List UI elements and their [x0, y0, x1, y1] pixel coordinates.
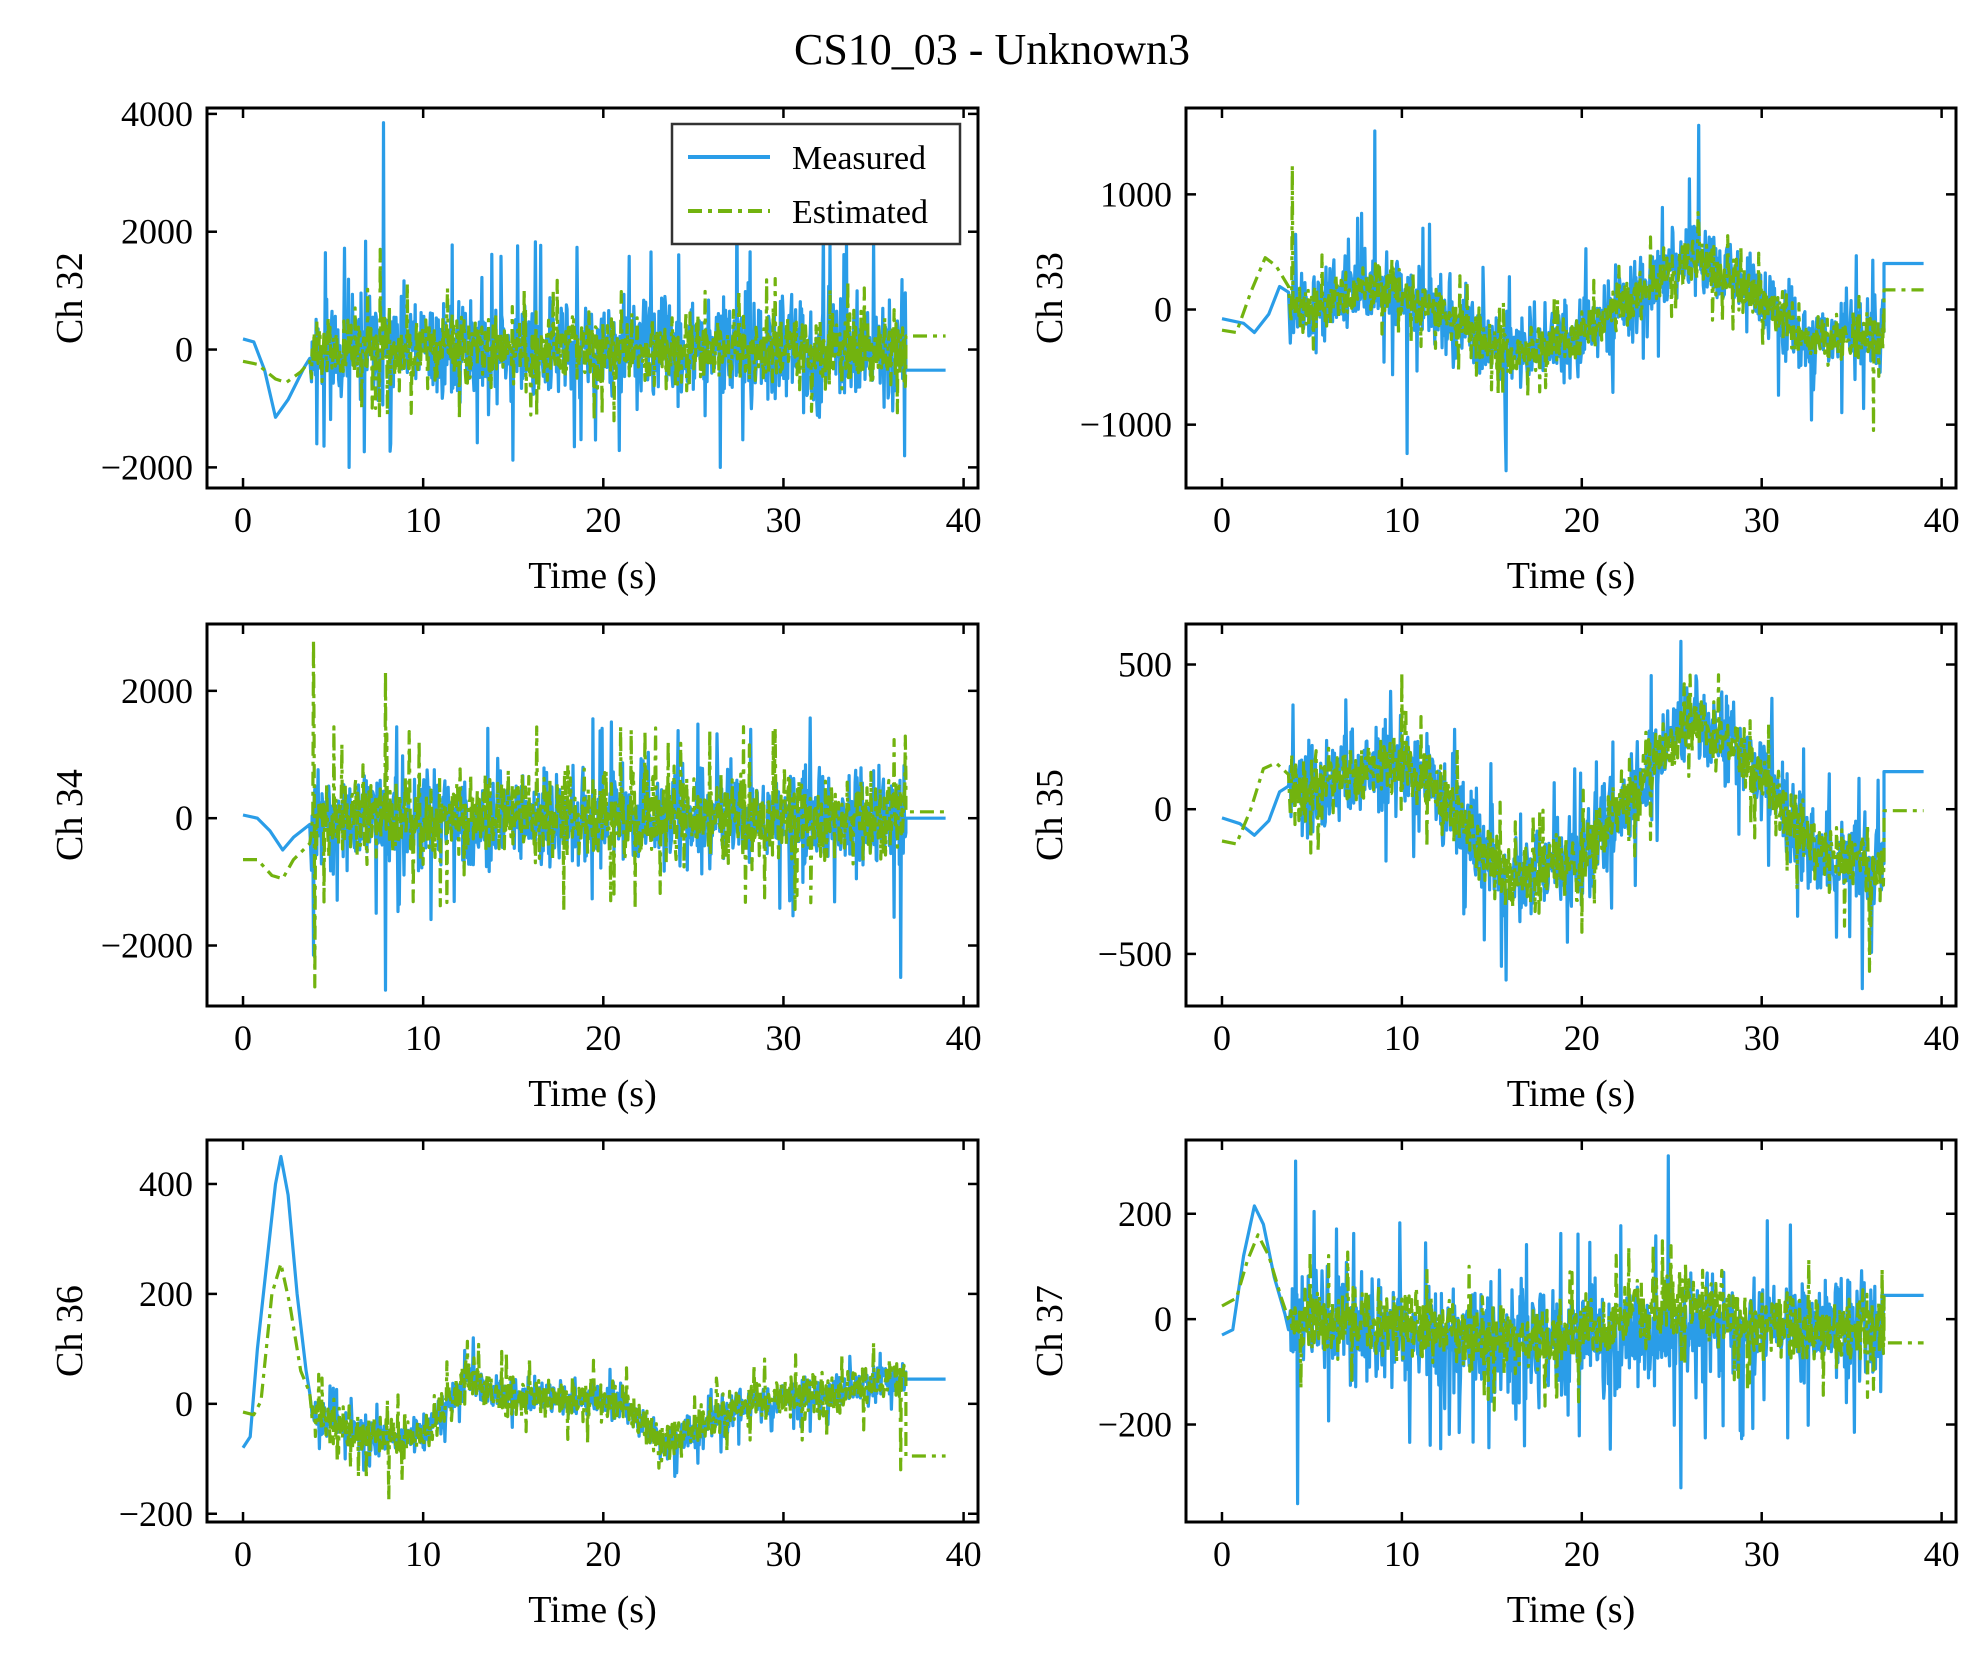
- y-axis-label: Ch 32: [49, 252, 91, 344]
- x-tick-label: 40: [1924, 1018, 1960, 1058]
- x-tick-label: 40: [946, 500, 982, 540]
- x-tick-label: 40: [1924, 1534, 1960, 1574]
- x-tick-label: 20: [585, 500, 621, 540]
- x-axis-label: Time (s): [1507, 555, 1635, 597]
- y-tick-label: 0: [175, 1384, 193, 1424]
- x-tick-label: 0: [1213, 1534, 1231, 1574]
- x-axis-label: Time (s): [528, 1073, 656, 1115]
- x-tick-label: 10: [1384, 1018, 1420, 1058]
- series-measured-line: [1221, 639, 1924, 991]
- y-tick-label: 2000: [121, 212, 193, 252]
- x-tick-label: 10: [1384, 500, 1420, 540]
- subplot-5: 0 10 20 30 40 −200 0 200 400 Time (s) Ch 36: [49, 1138, 982, 1631]
- y-axis-label: Ch 36: [49, 1285, 91, 1377]
- y-tick-label: −2000: [101, 926, 193, 966]
- figure-title: CS10_03 - Unknown3: [794, 25, 1190, 74]
- y-tick-label: 2000: [121, 671, 193, 711]
- axes-frame: [1184, 106, 1958, 490]
- series-estimated-line: [1221, 671, 1924, 973]
- x-tick-label: 40: [1924, 500, 1960, 540]
- x-axis-label: Time (s): [528, 555, 656, 597]
- subplot-6: 0 10 20 30 40 −200 0 200 Time (s) Ch 37: [1029, 1138, 1960, 1631]
- legend-label-estimated: Estimated: [792, 194, 928, 231]
- y-tick-label: 4000: [121, 94, 193, 134]
- legend-box: [670, 122, 962, 246]
- y-tick-label: 0: [1154, 789, 1172, 829]
- plot-area: [1221, 639, 1924, 991]
- y-tick-label: 0: [175, 798, 193, 838]
- x-axis-label: Time (s): [528, 1589, 656, 1631]
- series-estimated-line: [1221, 164, 1924, 432]
- axes-frame: [205, 622, 980, 1008]
- x-tick-label: 20: [585, 1534, 621, 1574]
- series-estimated-line: [242, 1262, 946, 1502]
- x-tick-label: 20: [1564, 1534, 1600, 1574]
- x-tick-label: 30: [1744, 500, 1780, 540]
- y-tick-label: −200: [1098, 1405, 1172, 1445]
- y-axis-label: Ch 34: [49, 769, 91, 861]
- x-axis-label: Time (s): [1507, 1589, 1635, 1631]
- y-tick-label: 500: [1118, 645, 1172, 685]
- subplot-1: 0 10 20 30 40 −2000 0 2000 4000 Time (s) Ch 32: [49, 94, 982, 597]
- plot-area: [242, 638, 946, 992]
- series-estimated-line: [1221, 1233, 1924, 1412]
- x-tick-label: 30: [1744, 1018, 1780, 1058]
- plot-area: [241, 1154, 946, 1502]
- plot-area: [1221, 1154, 1924, 1506]
- axes-frame: [1184, 622, 1958, 1008]
- subplot-2: 0 10 20 30 40 −1000 0 1000 Time (s) Ch 33: [1029, 106, 1960, 597]
- x-tick-label: 0: [234, 1534, 252, 1574]
- y-tick-label: −500: [1098, 934, 1172, 974]
- y-axis-label: Ch 37: [1029, 1285, 1071, 1377]
- series-estimated-line: [243, 638, 946, 989]
- y-tick-label: 0: [175, 330, 193, 370]
- axes-frame: [205, 106, 980, 490]
- x-tick-label: 10: [1384, 1534, 1420, 1574]
- series-measured-line: [242, 716, 946, 992]
- x-tick-label: 10: [405, 1018, 441, 1058]
- x-axis-label: Time (s): [1507, 1073, 1635, 1115]
- series-measured-line: [1221, 1154, 1924, 1506]
- x-tick-label: 0: [1213, 500, 1231, 540]
- plot-area: [1221, 123, 1924, 473]
- x-tick-label: 10: [405, 1534, 441, 1574]
- x-tick-label: 20: [1564, 1018, 1600, 1058]
- series-estimated-line: [242, 247, 946, 423]
- y-tick-label: 200: [1118, 1194, 1172, 1234]
- y-tick-label: 200: [139, 1274, 193, 1314]
- x-tick-label: 30: [1744, 1534, 1780, 1574]
- x-tick-label: 10: [405, 500, 441, 540]
- x-tick-label: 20: [1564, 500, 1600, 540]
- y-tick-label: 400: [139, 1164, 193, 1204]
- x-tick-label: 0: [234, 500, 252, 540]
- x-tick-label: 30: [765, 1018, 801, 1058]
- y-tick-label: 1000: [1100, 174, 1172, 214]
- y-tick-label: 0: [1154, 1299, 1172, 1339]
- x-tick-label: 30: [765, 1534, 801, 1574]
- subplot-4: 0 10 20 30 40 −500 0 500 Time (s) Ch 35: [1029, 622, 1960, 1115]
- y-axis-label: Ch 35: [1029, 769, 1071, 861]
- x-tick-label: 0: [234, 1018, 252, 1058]
- plot-area: [242, 121, 946, 469]
- y-tick-label: −2000: [101, 447, 193, 487]
- legend: Measured Estimated: [670, 122, 962, 246]
- y-tick-label: 0: [1154, 290, 1172, 330]
- x-tick-label: 40: [946, 1534, 982, 1574]
- axes-frame: [1184, 1138, 1958, 1524]
- axes-frame: [205, 1138, 980, 1524]
- subplot-3: 0 10 20 30 40 −2000 0 2000 Time (s) Ch 34: [49, 622, 982, 1115]
- x-tick-label: 0: [1213, 1018, 1231, 1058]
- y-tick-label: −1000: [1080, 405, 1172, 445]
- y-tick-label: −200: [119, 1494, 193, 1534]
- x-tick-label: 40: [946, 1018, 982, 1058]
- x-tick-label: 30: [765, 500, 801, 540]
- legend-label-measured: Measured: [792, 140, 926, 177]
- x-tick-label: 20: [585, 1018, 621, 1058]
- y-axis-label: Ch 33: [1029, 252, 1071, 344]
- series-measured-line: [1221, 123, 1924, 473]
